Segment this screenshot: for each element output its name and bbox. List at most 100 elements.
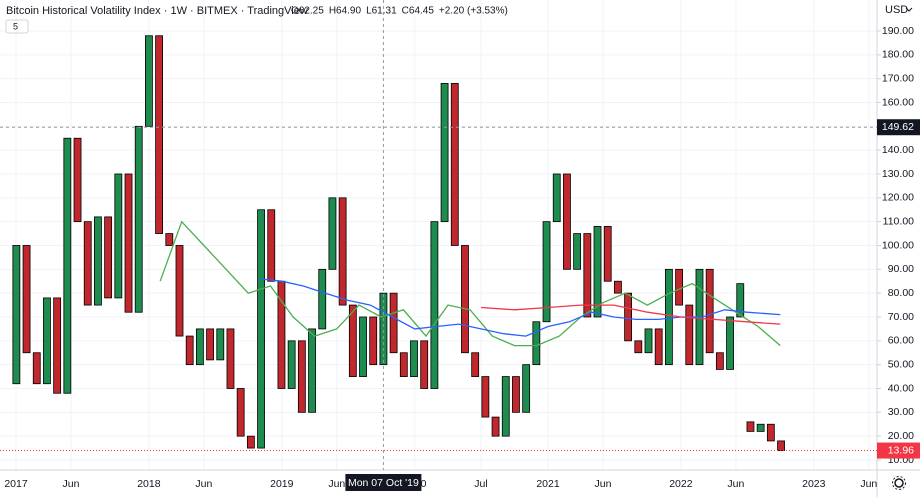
candle bbox=[746, 421, 755, 432]
candle bbox=[63, 137, 72, 394]
candle bbox=[736, 283, 745, 318]
candle bbox=[501, 376, 510, 437]
legend-value: L61.31 bbox=[366, 6, 397, 17]
y-tick-label: 90.00 bbox=[888, 263, 914, 275]
y-tick-label: 170.00 bbox=[882, 72, 914, 84]
y-tick-label: 180.00 bbox=[882, 49, 914, 61]
moving-average bbox=[159, 220, 781, 347]
candle bbox=[664, 268, 673, 366]
last-price-box bbox=[877, 442, 920, 459]
dropdown-icon[interactable] bbox=[905, 7, 913, 12]
candle bbox=[308, 328, 316, 413]
crosshair-date-label: Mon 07 Oct '19 bbox=[348, 477, 419, 489]
x-tick-label: Jun bbox=[328, 478, 345, 490]
x-tick-label: Jul bbox=[474, 478, 487, 490]
crosshair-date-box bbox=[345, 474, 422, 491]
moving-average bbox=[480, 304, 781, 325]
candle bbox=[715, 352, 724, 370]
y-tick-label: 70.00 bbox=[888, 311, 914, 323]
y-tick-label: 140.00 bbox=[882, 144, 914, 156]
candle bbox=[32, 352, 41, 385]
y-tick-label: 30.00 bbox=[888, 406, 914, 418]
candle bbox=[257, 209, 265, 449]
candle bbox=[175, 245, 184, 337]
candle bbox=[104, 216, 113, 299]
candle bbox=[491, 416, 500, 437]
candle bbox=[593, 226, 602, 318]
candle bbox=[654, 328, 663, 366]
candle bbox=[155, 35, 164, 234]
candle bbox=[165, 233, 174, 246]
candle bbox=[430, 221, 439, 389]
candle bbox=[287, 340, 296, 389]
candle bbox=[83, 221, 92, 306]
candle bbox=[481, 376, 490, 418]
candle bbox=[614, 280, 622, 294]
candle bbox=[318, 268, 327, 330]
candle bbox=[145, 35, 153, 127]
crosshair-price-box bbox=[877, 119, 920, 136]
candle bbox=[603, 226, 612, 282]
x-tick-label: Jun bbox=[63, 478, 80, 490]
y-tick-label: 80.00 bbox=[888, 287, 914, 299]
candle bbox=[512, 376, 520, 413]
x-tick-label: Jun bbox=[195, 478, 212, 490]
candle bbox=[195, 328, 204, 366]
candle bbox=[73, 137, 82, 223]
candle bbox=[634, 340, 643, 354]
candle bbox=[705, 268, 714, 354]
candle bbox=[43, 297, 51, 385]
x-tick-label: Jun bbox=[727, 478, 744, 490]
currency[interactable]: USD bbox=[885, 4, 908, 16]
legend-value: +2.20 (+3.53%) bbox=[439, 6, 508, 17]
legend-value: C64.45 bbox=[402, 6, 435, 17]
last-price-label: 13.96 bbox=[888, 444, 914, 456]
candle bbox=[471, 352, 480, 377]
candle bbox=[53, 297, 62, 394]
y-tick-label: 120.00 bbox=[882, 192, 914, 204]
candle bbox=[206, 328, 214, 361]
y-tick-label: 130.00 bbox=[882, 168, 914, 180]
candle bbox=[216, 328, 225, 361]
indicator-label[interactable]: 5 bbox=[13, 21, 18, 31]
candle bbox=[624, 292, 633, 342]
candle bbox=[675, 268, 683, 306]
candle bbox=[440, 83, 449, 223]
x-tick-label: 2019 bbox=[270, 478, 294, 490]
candle bbox=[267, 209, 276, 282]
y-tick-label: 50.00 bbox=[888, 358, 914, 370]
y-tick-label: 100.00 bbox=[882, 239, 914, 251]
y-tick-label: 20.00 bbox=[888, 430, 914, 442]
candle bbox=[338, 197, 347, 306]
plot-area bbox=[0, 0, 877, 470]
y-tick-label: 160.00 bbox=[882, 96, 914, 108]
settings-icon[interactable] bbox=[892, 476, 906, 490]
candle bbox=[124, 173, 133, 313]
y-tick-label: 110.00 bbox=[883, 215, 914, 227]
x-tick-label: Jun bbox=[860, 478, 877, 490]
candle bbox=[420, 340, 429, 389]
candle bbox=[563, 173, 571, 270]
y-tick-label: 190.00 bbox=[882, 25, 914, 37]
candle bbox=[236, 388, 245, 437]
crosshair-price-label: 149.62 bbox=[882, 121, 914, 133]
candle bbox=[450, 83, 459, 246]
candle bbox=[389, 292, 398, 354]
candle bbox=[573, 233, 582, 270]
candle bbox=[522, 364, 531, 413]
ohlc-legend: O62.25 H64.90 L61.31 C64.45 +2.20 (+3.53%) bbox=[291, 6, 508, 17]
legend-value: H64.90 bbox=[329, 6, 362, 17]
candle bbox=[461, 245, 469, 354]
candle bbox=[297, 340, 306, 413]
x-tick-label: 2017 bbox=[4, 478, 28, 490]
candle bbox=[328, 197, 337, 270]
candle bbox=[94, 216, 102, 306]
x-tick-label: 2018 bbox=[137, 478, 161, 490]
candle bbox=[410, 340, 418, 377]
candle bbox=[532, 321, 541, 366]
indicator-badge[interactable] bbox=[5, 19, 29, 34]
x-tick-label: 2022 bbox=[669, 478, 693, 490]
candle bbox=[644, 328, 653, 354]
legend-value: O62.25 bbox=[291, 6, 324, 17]
candle bbox=[583, 233, 592, 318]
